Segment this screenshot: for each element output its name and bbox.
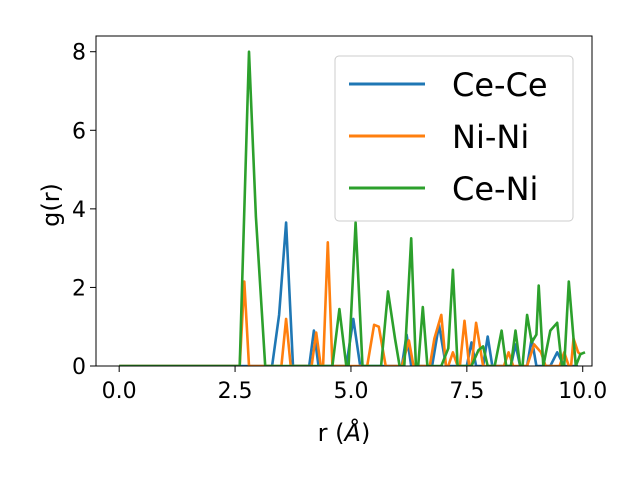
y-tick-label: 0 [72, 355, 86, 380]
x-tick-label: 5.0 [333, 379, 368, 404]
plot-lines [119, 50, 586, 366]
x-tick-label: 2.5 [218, 379, 253, 404]
x-tick-label: 0.0 [102, 379, 137, 404]
legend-box [334, 55, 574, 222]
legend-label: Ce-Ni [452, 170, 538, 208]
y-tick-label: 2 [72, 276, 86, 301]
plot-frame [95, 35, 593, 367]
legend: Ce-Ce Ni-Ni Ce-Ni [334, 55, 574, 222]
x-axis-ticks: 0.0 2.5 5.0 7.5 10.0 [102, 366, 607, 404]
legend-label: Ce-Ce [452, 66, 548, 104]
y-axis-ticks: 0 2 4 6 8 [72, 41, 96, 380]
legend-label: Ni-Ni [452, 118, 529, 156]
x-tick-label: 7.5 [449, 379, 484, 404]
y-tick-label: 8 [72, 41, 86, 66]
y-tick-label: 4 [72, 198, 86, 223]
x-axis-label: r (Å) [318, 418, 371, 447]
series-line-ce-ce [119, 221, 579, 366]
y-tick-label: 6 [72, 119, 86, 144]
y-axis-label: g(r) [37, 183, 65, 227]
x-tick-label: 10.0 [558, 379, 607, 404]
